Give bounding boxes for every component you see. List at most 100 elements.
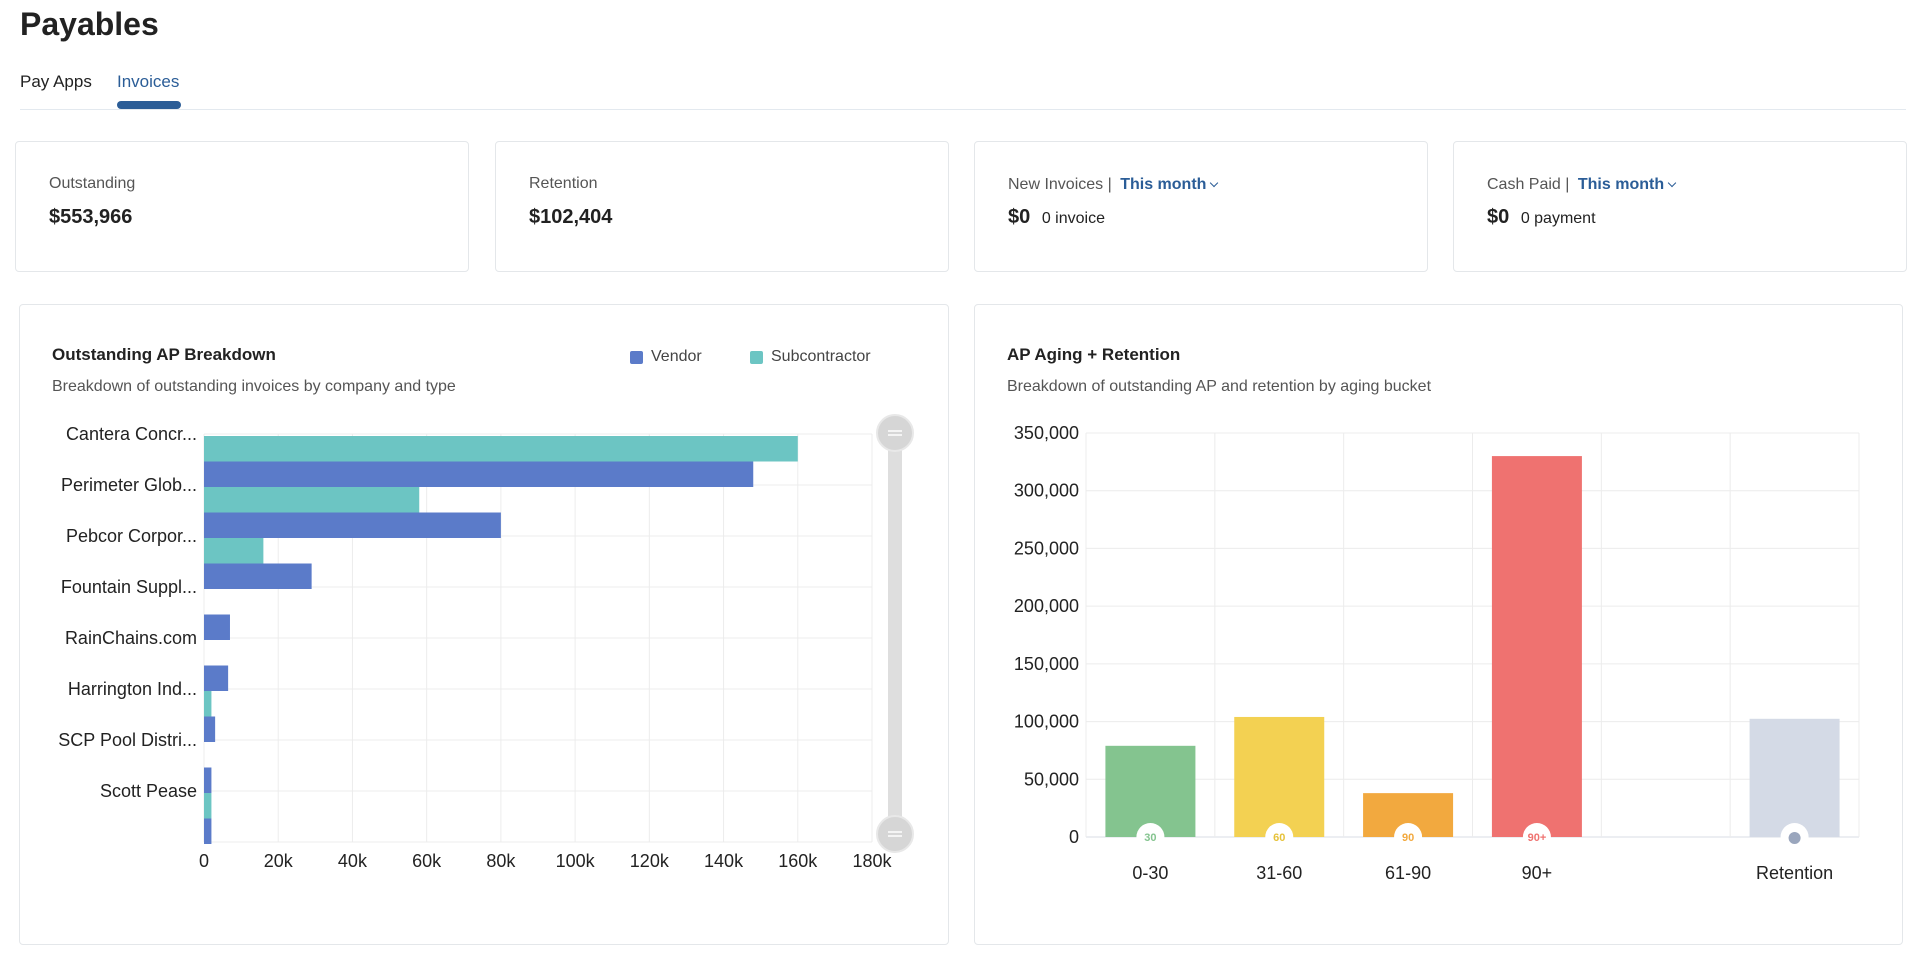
x-tick-label: 20k (264, 851, 294, 871)
aging-bar[interactable] (1491, 456, 1582, 837)
subcontractor-bar[interactable] (204, 691, 212, 717)
vendor-bar[interactable] (204, 512, 501, 539)
new-invoices-value-row: $0 0 invoice (1008, 206, 1105, 229)
company-label: Harrington Ind... (68, 679, 197, 699)
retention-value: $102,404 (529, 206, 613, 228)
aging-bar[interactable] (1105, 745, 1196, 837)
company-label: Cantera Concr... (66, 424, 197, 444)
x-tick-label: 60k (412, 851, 442, 871)
vendor-bar[interactable] (204, 818, 212, 845)
company-label: Fountain Suppl... (61, 577, 197, 597)
y-tick-label: 250,000 (1014, 538, 1079, 558)
y-tick-label: 350,000 (1014, 423, 1079, 443)
outstanding-label: Outstanding (49, 175, 136, 192)
bucket-badge-label: 60 (1273, 832, 1285, 844)
aging-bar[interactable] (1234, 716, 1325, 837)
breakdown-title: Outstanding AP Breakdown (52, 345, 276, 364)
breakdown-panel: Outstanding AP Breakdown Breakdown of ou… (19, 304, 949, 945)
bucket-label: 31-60 (1256, 863, 1302, 883)
cash-paid-header: Cash Paid | This month (1487, 176, 1677, 194)
retention-label: Retention (529, 175, 598, 192)
y-tick-label: 100,000 (1014, 712, 1079, 732)
tab-invoices[interactable]: Invoices (117, 72, 180, 91)
zoom-slider-bottom-handle[interactable] (876, 815, 914, 853)
company-label: Pebcor Corpor... (66, 526, 197, 546)
chevron-down-icon (1667, 178, 1677, 188)
x-tick-label: 40k (338, 851, 368, 871)
aging-chart: 0 50,000 100,000 150,000 200,000 250,000 300,0… (1014, 423, 1860, 883)
tab-bar: Pay Apps Invoices (20, 72, 1906, 110)
bucket-badge (1265, 823, 1294, 851)
chevron-down-icon (1210, 178, 1219, 188)
cash-paid-period-dropdown[interactable]: This month (1577, 176, 1677, 193)
outstanding-value: $553,966 (49, 206, 133, 228)
legend-subcontractor-label: Subcontractor (771, 348, 871, 365)
company-label: Scott Pease (100, 781, 197, 801)
y-tick-label: 50,000 (1024, 769, 1079, 789)
bucket-label: 61-90 (1385, 863, 1431, 883)
bucket-badge (1394, 823, 1423, 851)
new-invoices-count: 0 invoice (1041, 210, 1105, 227)
vendor-bar[interactable] (204, 716, 216, 743)
vendor-bar[interactable] (204, 563, 312, 590)
subcontractor-bar[interactable] (204, 793, 212, 819)
x-tick-label: 160k (778, 851, 818, 871)
aging-bar[interactable] (1749, 718, 1840, 837)
company-label: Perimeter Glob... (61, 475, 197, 495)
cash-paid-label: Cash Paid | (1487, 176, 1570, 193)
bucket-label: 0-30 (1132, 863, 1168, 883)
vendor-bar[interactable] (204, 767, 212, 794)
legend-subcontractor[interactable]: Subcontractor (750, 348, 871, 366)
legend-subcontractor-swatch (750, 350, 763, 364)
vendor-bar[interactable] (204, 614, 230, 641)
x-tick-label: 120k (630, 851, 670, 871)
x-tick-label: 140k (704, 851, 744, 871)
new-invoices-card: New Invoices | This month $0 0 invoice (974, 141, 1428, 272)
breakdown-subtitle: Breakdown of outstanding invoices by com… (52, 378, 456, 395)
outstanding-card: Outstanding $553,966 (15, 141, 469, 272)
new-invoices-period-dropdown[interactable]: This month (1120, 176, 1219, 193)
retention-card: Retention $102,404 (495, 141, 949, 272)
subcontractor-bar[interactable] (204, 538, 264, 564)
bucket-badge-label: 90 (1402, 832, 1414, 844)
new-invoices-header: New Invoices | This month (1008, 176, 1219, 194)
bucket-badge (1522, 823, 1551, 851)
piggy-bank-icon (1788, 832, 1801, 844)
vendor-bar[interactable] (204, 461, 754, 488)
y-tick-label: 300,000 (1014, 481, 1079, 501)
legend-vendor-label: Vendor (651, 348, 702, 365)
cash-paid-value: $0 (1487, 206, 1510, 228)
aging-subtitle: Breakdown of outstanding AP and retentio… (1007, 378, 1432, 395)
subcontractor-bar[interactable] (204, 487, 420, 513)
y-tick-label: 0 (1069, 827, 1079, 847)
aging-title: AP Aging + Retention (1007, 345, 1181, 364)
x-tick-label: 180k (852, 851, 892, 871)
cash-paid-period-label: This month (1577, 176, 1665, 193)
new-invoices-label: New Invoices | (1008, 176, 1112, 193)
company-label: RainChains.com (65, 628, 197, 648)
bucket-label: Retention (1756, 863, 1833, 883)
cash-paid-card: Cash Paid | This month $0 0 payment (1453, 141, 1907, 272)
y-tick-label: 200,000 (1014, 596, 1079, 616)
vendor-bar[interactable] (204, 665, 229, 692)
bucket-badge-label: 30 (1144, 832, 1156, 844)
bucket-badge (1136, 823, 1165, 851)
tab-pay-apps[interactable]: Pay Apps (20, 72, 92, 91)
bucket-badge-label: 90+ (1528, 832, 1547, 844)
new-invoices-period-label: This month (1120, 176, 1207, 193)
company-label: SCP Pool Distri... (58, 730, 197, 750)
page-title: Payables (20, 6, 159, 42)
aging-panel: AP Aging + Retention Breakdown of outsta… (974, 304, 1903, 945)
subcontractor-bar[interactable] (204, 436, 798, 462)
zoom-slider-top-handle[interactable] (876, 414, 914, 452)
cash-paid-count: 0 payment (1520, 210, 1596, 227)
cash-paid-value-row: $0 0 payment (1487, 206, 1596, 229)
new-invoices-value: $0 (1008, 206, 1031, 228)
x-tick-label: 0 (199, 851, 209, 871)
tab-active-indicator (117, 101, 181, 109)
legend-vendor-swatch (630, 350, 643, 364)
legend-vendor[interactable]: Vendor (630, 348, 702, 366)
breakdown-chart: 0 20k 40k 60k 80k 100k 120k 140k 160k 180k Cantera… (58, 414, 914, 871)
zoom-slider-track[interactable] (888, 433, 902, 839)
y-tick-label: 150,000 (1014, 654, 1079, 674)
